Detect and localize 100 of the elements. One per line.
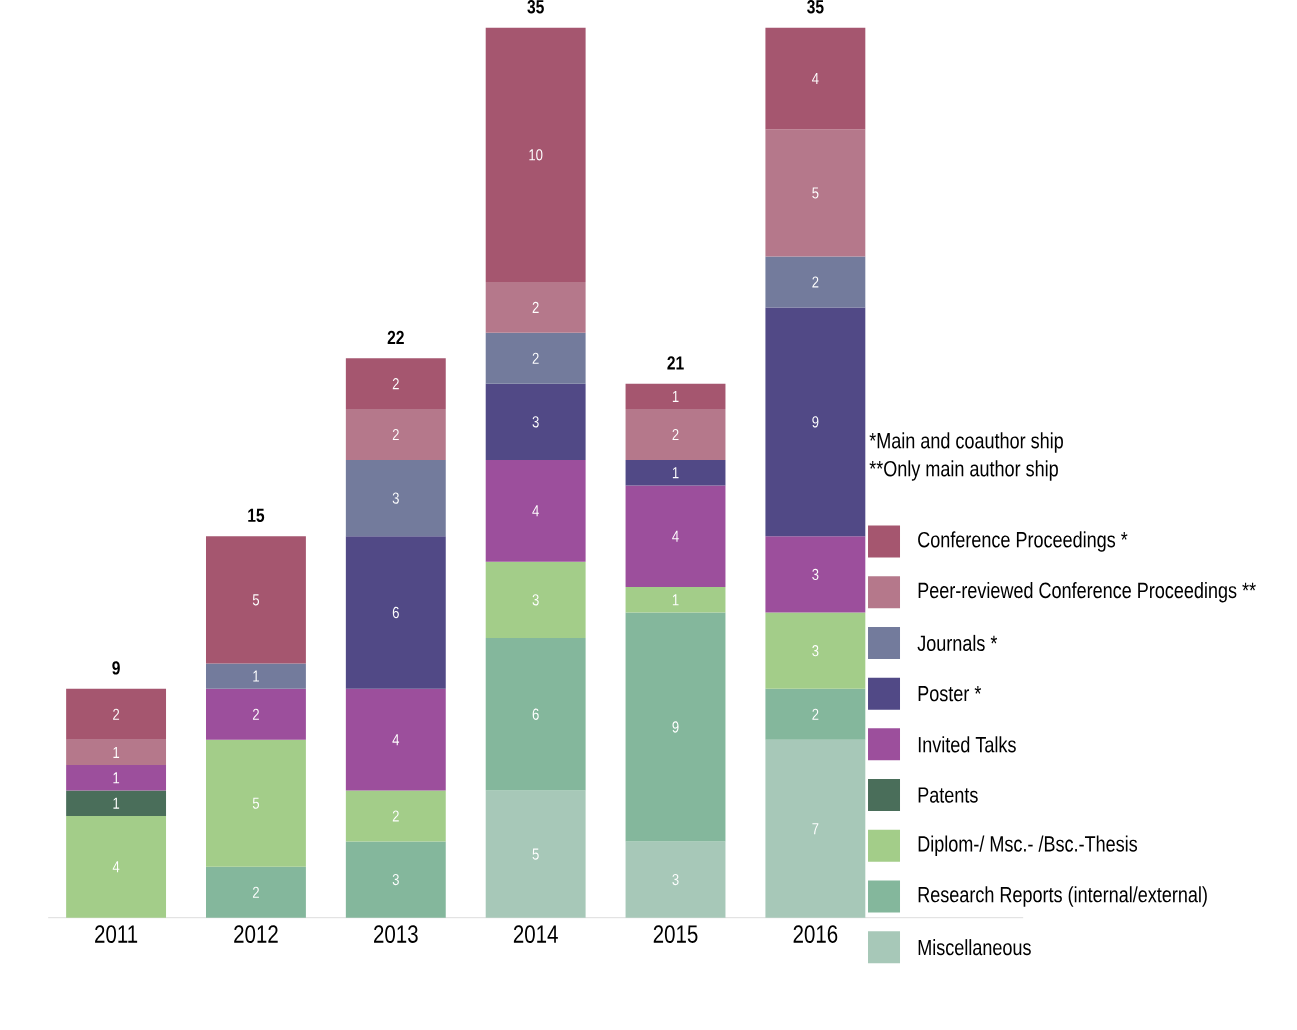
data-label: 4 [812, 73, 819, 85]
bar [625, 485, 726, 588]
bar [485, 333, 586, 384]
bar [765, 689, 866, 740]
bar [485, 383, 586, 461]
bar [485, 282, 586, 334]
annotation: **Only main author ship [869, 460, 1058, 482]
data-label: 2 [812, 276, 819, 288]
x-tick-label: 2011 [95, 925, 138, 944]
bar [345, 790, 446, 842]
bar [625, 383, 726, 410]
bar [345, 841, 446, 918]
bar [66, 689, 167, 740]
data-label: 4 [532, 505, 539, 517]
data-label: 3 [532, 416, 539, 428]
bar [66, 739, 167, 766]
data-label: 1 [113, 772, 120, 784]
bar [765, 536, 866, 613]
data-label: 3 [392, 874, 399, 886]
data-label: 3 [812, 645, 819, 657]
legend-label: Research Reports (internal/external) [918, 886, 1207, 907]
bar [765, 739, 866, 918]
data-label: 2 [113, 708, 120, 721]
bar [345, 460, 446, 537]
data-label: 1 [672, 594, 679, 606]
data-label: 2 [392, 378, 399, 390]
bar [206, 739, 306, 868]
bar [66, 816, 167, 918]
bar [345, 409, 446, 461]
data-label: 2 [672, 429, 679, 441]
legend-label: Patents [918, 787, 978, 803]
data-label: 3 [392, 492, 399, 504]
data-label: 1 [113, 747, 120, 759]
total-label: 35 [527, 0, 544, 14]
bar [765, 307, 866, 537]
data-label: 3 [812, 568, 819, 581]
annotation: *Main and coauthor ship [869, 432, 1063, 454]
total-label: 21 [667, 356, 684, 370]
data-label: 3 [532, 594, 539, 606]
bar [625, 409, 726, 461]
bar [485, 638, 586, 791]
x-tick-label: 2014 [513, 925, 558, 944]
data-label: 1 [253, 670, 259, 682]
legend-label: Poster * [918, 686, 982, 702]
legend-label: Miscellaneous [918, 939, 1031, 956]
data-label: 6 [392, 607, 399, 619]
x-tick-label: 2012 [234, 925, 278, 944]
total-label: 15 [248, 509, 265, 523]
data-label: 5 [252, 797, 260, 810]
legend-label: Invited Talks [918, 736, 1016, 753]
data-label: 2 [812, 708, 819, 721]
data-label: 7 [812, 823, 819, 835]
bar [765, 27, 866, 130]
data-label: 5 [252, 594, 260, 606]
data-label: 2 [532, 302, 539, 314]
bar [625, 460, 726, 486]
bar [485, 790, 586, 918]
x-tick-label: 2016 [793, 925, 838, 944]
bar [345, 689, 446, 791]
data-label: 2 [392, 429, 399, 441]
data-label: 4 [672, 530, 679, 542]
data-label: 2 [252, 708, 259, 721]
data-label: 1 [672, 391, 679, 403]
bar [765, 612, 866, 690]
data-label: 2 [252, 886, 259, 899]
bar [625, 841, 726, 918]
data-label: 9 [672, 721, 679, 733]
bar [345, 358, 446, 410]
bar [625, 587, 726, 613]
legend-label: Journals * [917, 635, 998, 652]
x-tick-label: 2015 [653, 925, 698, 944]
bar [206, 536, 306, 664]
legend-label: Peer-reviewed Conference Proceedings ** [918, 582, 1256, 603]
data-label: 2 [392, 810, 399, 822]
bar [345, 536, 446, 690]
bar [206, 689, 306, 740]
data-label: 9 [812, 416, 819, 428]
x-tick-label: 2013 [374, 925, 418, 944]
bar [206, 663, 306, 690]
data-label: 10 [529, 149, 543, 161]
bar [765, 129, 866, 257]
legend-label: Diplom-/ Msc.- /Bsc.-Thesis [918, 835, 1138, 857]
data-label: 3 [672, 874, 679, 886]
bar [485, 27, 586, 283]
total-label: 22 [387, 331, 404, 345]
data-label: 4 [392, 734, 400, 746]
bar [206, 867, 306, 918]
data-label: 5 [812, 187, 819, 199]
legend-label: Conference Proceedings * [918, 531, 1128, 553]
data-label: 5 [532, 848, 539, 860]
bar [485, 460, 586, 562]
bar [625, 612, 726, 842]
total-label: 35 [807, 0, 824, 14]
total-label: 9 [112, 661, 120, 675]
data-label: 1 [672, 467, 679, 479]
data-label: 2 [532, 352, 539, 365]
bar [66, 765, 167, 791]
bar [485, 561, 586, 639]
bar [765, 256, 866, 308]
bar [66, 790, 167, 817]
